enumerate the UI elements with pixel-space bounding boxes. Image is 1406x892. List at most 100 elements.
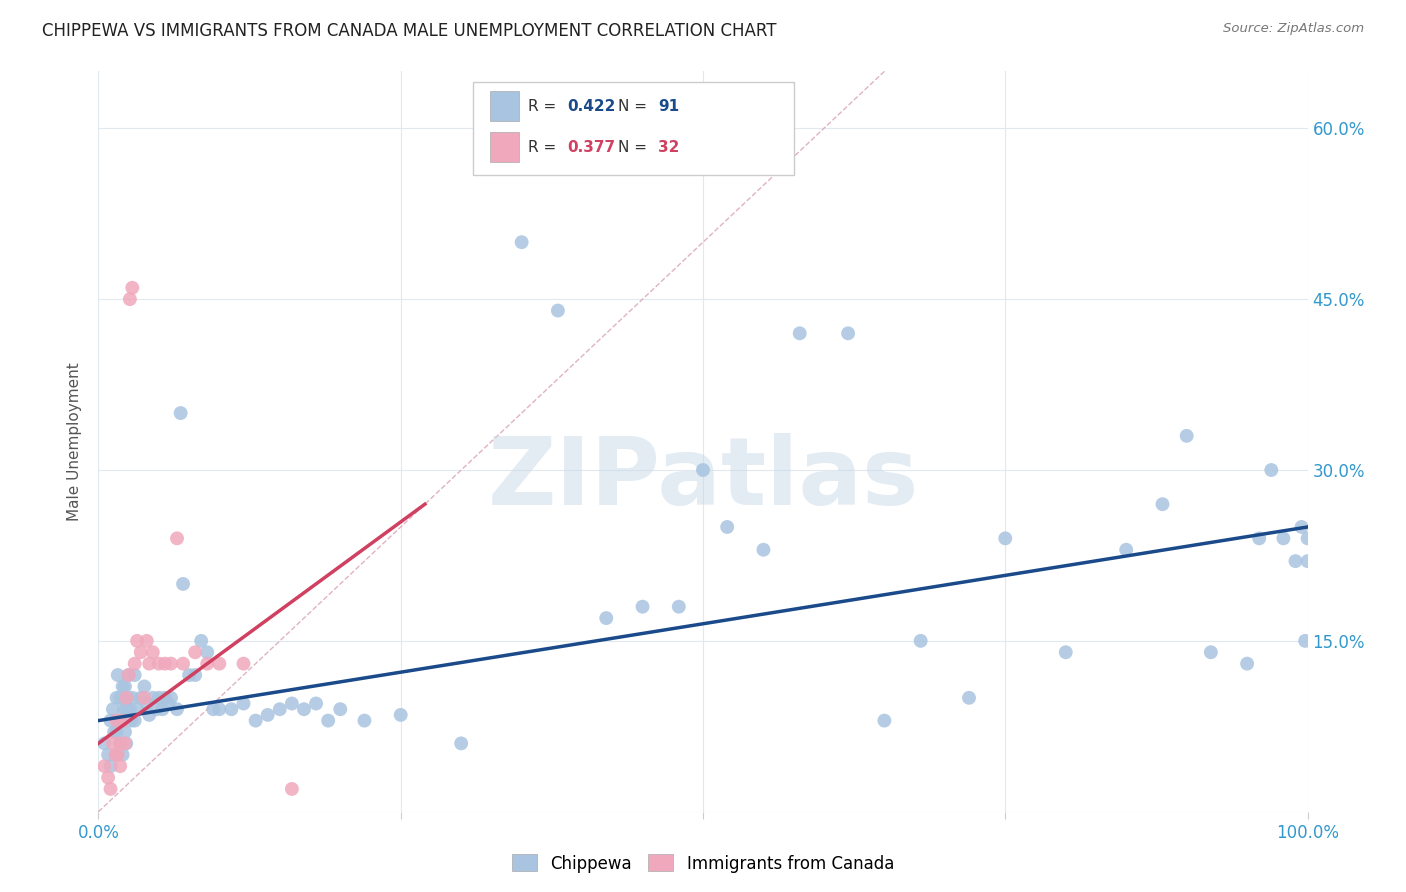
- Text: 32: 32: [658, 139, 679, 154]
- Point: [1296, 554, 1319, 568]
- Point: [114, 736, 136, 750]
- Point: [111, 680, 134, 694]
- Point: [157, 697, 180, 711]
- Point: [1115, 542, 1137, 557]
- Point: [172, 657, 194, 671]
- Point: [190, 633, 212, 648]
- Point: [115, 690, 138, 705]
- Point: [114, 725, 136, 739]
- Point: [124, 668, 146, 682]
- Point: [281, 781, 304, 796]
- Point: [148, 690, 170, 705]
- Point: [245, 714, 267, 728]
- Point: [208, 657, 231, 671]
- Point: [142, 645, 165, 659]
- Point: [105, 690, 128, 705]
- Point: [716, 520, 738, 534]
- Point: [692, 463, 714, 477]
- Point: [353, 714, 375, 728]
- Text: N =: N =: [619, 139, 652, 154]
- Point: [1175, 429, 1198, 443]
- Text: ZIPatlas: ZIPatlas: [488, 433, 918, 524]
- Point: [129, 645, 152, 659]
- Point: [105, 714, 128, 728]
- Point: [1054, 645, 1077, 659]
- Point: [118, 292, 141, 306]
- Point: [329, 702, 352, 716]
- Point: [1260, 463, 1282, 477]
- Point: [316, 714, 339, 728]
- Point: [179, 668, 201, 682]
- Point: [1294, 633, 1316, 648]
- Point: [169, 406, 191, 420]
- Text: 91: 91: [658, 99, 679, 113]
- Point: [118, 702, 141, 716]
- Point: [121, 281, 143, 295]
- Legend: Chippewa, Immigrants from Canada: Chippewa, Immigrants from Canada: [505, 847, 901, 880]
- Point: [1272, 532, 1295, 546]
- Point: [104, 747, 127, 762]
- Text: N =: N =: [619, 99, 652, 113]
- Point: [138, 707, 160, 722]
- Point: [93, 736, 115, 750]
- Point: [145, 702, 167, 716]
- Point: [134, 690, 156, 705]
- Point: [789, 326, 811, 341]
- Point: [108, 714, 131, 728]
- Point: [153, 690, 176, 705]
- Point: [111, 714, 134, 728]
- Point: [121, 690, 143, 705]
- Point: [1236, 657, 1258, 671]
- Point: [1152, 497, 1174, 511]
- Point: [957, 690, 980, 705]
- Point: [124, 657, 146, 671]
- Point: [124, 714, 146, 728]
- Point: [595, 611, 617, 625]
- Point: [108, 759, 131, 773]
- Text: 0.422: 0.422: [568, 99, 616, 113]
- Text: R =: R =: [527, 139, 561, 154]
- Point: [668, 599, 690, 614]
- Point: [148, 657, 170, 671]
- Point: [281, 697, 304, 711]
- Point: [100, 759, 122, 773]
- Point: [195, 657, 218, 671]
- Point: [153, 657, 176, 671]
- Point: [134, 680, 156, 694]
- Point: [450, 736, 472, 750]
- Point: [101, 736, 124, 750]
- Point: [115, 702, 138, 716]
- Point: [172, 577, 194, 591]
- Point: [111, 747, 134, 762]
- Point: [166, 532, 188, 546]
- Text: R =: R =: [527, 99, 561, 113]
- Point: [160, 657, 183, 671]
- Point: [184, 668, 207, 682]
- Point: [752, 542, 775, 557]
- Point: [115, 736, 138, 750]
- Point: [97, 771, 120, 785]
- Point: [202, 702, 225, 716]
- Point: [111, 714, 134, 728]
- Point: [135, 633, 157, 648]
- Point: [105, 747, 128, 762]
- Point: [389, 707, 412, 722]
- Point: [101, 702, 124, 716]
- Point: [129, 690, 152, 705]
- Point: [547, 303, 569, 318]
- Text: CHIPPEWA VS IMMIGRANTS FROM CANADA MALE UNEMPLOYMENT CORRELATION CHART: CHIPPEWA VS IMMIGRANTS FROM CANADA MALE …: [42, 22, 776, 40]
- Point: [107, 747, 129, 762]
- Point: [114, 680, 136, 694]
- Point: [142, 690, 165, 705]
- Point: [93, 759, 115, 773]
- Point: [100, 714, 122, 728]
- Point: [232, 697, 254, 711]
- Point: [1296, 532, 1319, 546]
- Point: [108, 736, 131, 750]
- Point: [1291, 520, 1313, 534]
- Point: [510, 235, 533, 250]
- Point: [1249, 532, 1271, 546]
- Point: [108, 690, 131, 705]
- Point: [103, 725, 125, 739]
- Point: [118, 668, 141, 682]
